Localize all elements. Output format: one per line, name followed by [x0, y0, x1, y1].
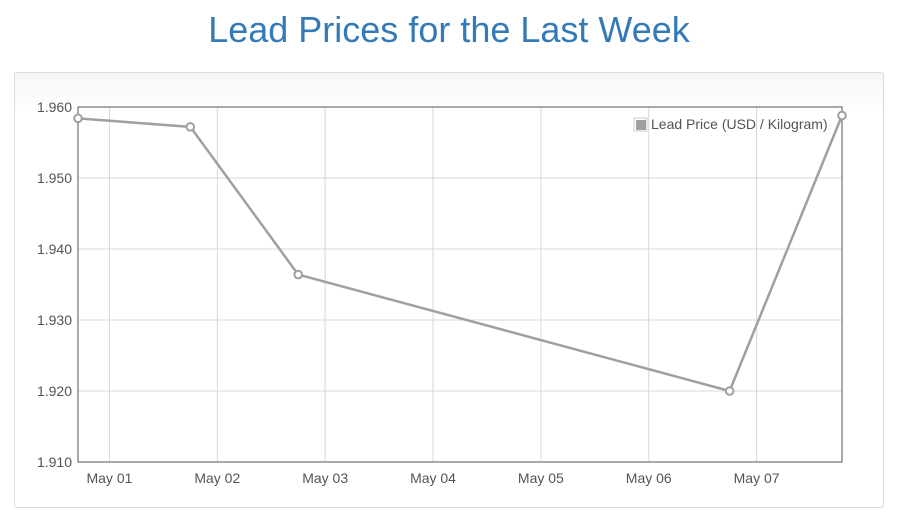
plot-frame: [77, 106, 843, 463]
y-tick-label: 1.940: [37, 241, 72, 257]
page-title: Lead Prices for the Last Week: [208, 9, 690, 50]
x-tick-label: May 01: [86, 470, 132, 486]
x-tick-label: May 02: [194, 470, 240, 486]
data-point[interactable]: [837, 110, 847, 121]
data-point[interactable]: [185, 122, 196, 132]
series-layer: [73, 110, 847, 396]
chart-panel: [14, 72, 884, 508]
x-tick-label: May 04: [410, 470, 456, 486]
data-point[interactable]: [724, 386, 735, 396]
legend-swatch: [636, 120, 646, 130]
data-point[interactable]: [73, 113, 83, 124]
y-tick-label: 1.950: [37, 170, 72, 186]
legend-label: Lead Price (USD / Kilogram): [651, 116, 828, 132]
x-gridlines: [108, 107, 758, 462]
legend: Lead Price (USD / Kilogram): [633, 116, 828, 132]
x-tick-label: May 05: [518, 470, 564, 486]
series-line: [77, 115, 844, 393]
y-tick-label: 1.930: [37, 312, 72, 328]
x-tick-label: May 03: [302, 470, 348, 486]
y-tick-label: 1.910: [37, 454, 72, 470]
y-tick-label: 1.960: [37, 99, 72, 115]
data-point[interactable]: [293, 269, 304, 280]
y-gridlines: [78, 106, 842, 463]
x-tick-label: May 07: [734, 470, 780, 486]
x-axis-tick-labels: May 01 May 02 May 03 May 04 May 05 May 06 May …: [86, 470, 779, 486]
y-axis-tick-labels: 1.960 1.950 1.940 1.930 1.920 1.910: [37, 99, 72, 470]
x-tick-label: May 06: [626, 470, 672, 486]
y-tick-label: 1.920: [37, 383, 72, 399]
